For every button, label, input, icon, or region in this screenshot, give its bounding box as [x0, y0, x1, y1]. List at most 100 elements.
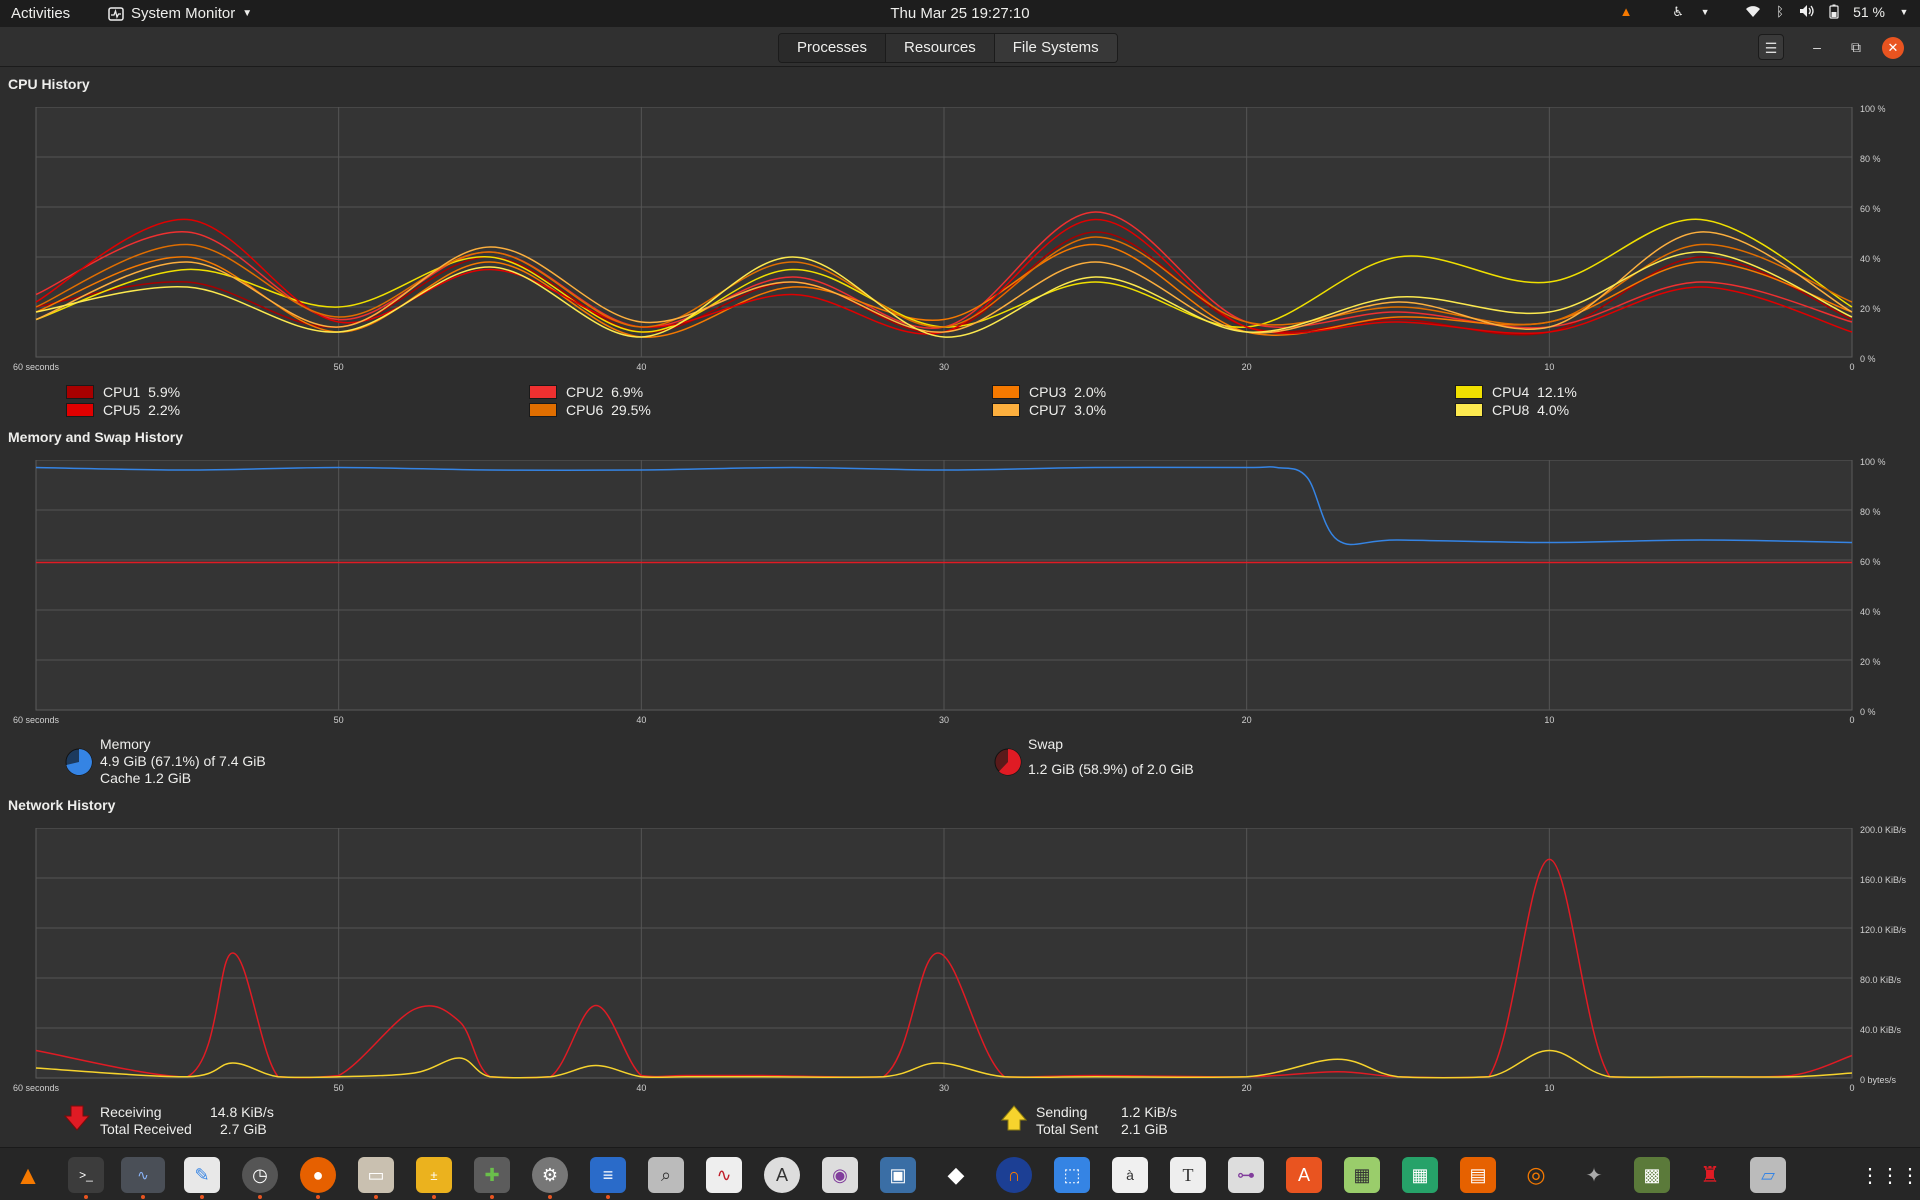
legend-cpu8[interactable]: CPU8 4.0% [1455, 402, 1569, 418]
chevron-down-icon[interactable]: ▼ [1700, 7, 1710, 17]
battery-percent: 51 % [1853, 4, 1885, 20]
cpu-series-cpu8 [35, 251, 1853, 338]
dock: ▲ >_ ∿ ✎ ◷ ● ▭ ± ✚ ⚙ ≡ ⌕ ∿ A ◉ ▣ ◆ ∩ ⬚ à… [0, 1147, 1920, 1200]
selection-icon: ⬚ [1063, 1164, 1081, 1185]
tweaks-launcher[interactable]: ⊶ [1228, 1157, 1264, 1193]
gimp-launcher[interactable]: ✦ [1576, 1157, 1612, 1193]
tab-file-systems[interactable]: File Systems [994, 34, 1117, 62]
pencil-icon: ✎ [194, 1164, 210, 1185]
cube-icon: ▣ [889, 1164, 907, 1185]
firefox-launcher[interactable]: ● [300, 1157, 336, 1199]
audio-launcher[interactable]: ∩ [996, 1157, 1032, 1193]
restore-icon[interactable]: ⧉ [1851, 39, 1861, 55]
webcam-launcher[interactable]: ◉ [822, 1157, 858, 1193]
hamburger-menu-icon[interactable]: ☰ [1758, 34, 1784, 60]
app-menu[interactable]: System Monitor ▼ [108, 5, 252, 22]
image-viewer-launcher[interactable]: ⌕ [648, 1157, 684, 1193]
cpu2-value: 6.9% [611, 384, 644, 400]
cpu8-color-swatch[interactable] [1455, 403, 1483, 417]
activities-button[interactable]: Activities [11, 5, 71, 22]
inkscape-launcher[interactable]: ◆ [938, 1157, 974, 1193]
spreadsheet-edit-launcher[interactable]: ▦ [1344, 1157, 1380, 1193]
swap-pie-icon[interactable] [993, 747, 1023, 777]
calculator-launcher[interactable]: ± [416, 1157, 452, 1199]
clocks-launcher[interactable]: ◷ [242, 1157, 278, 1199]
minimize-icon[interactable]: – [1813, 39, 1821, 55]
tab-processes[interactable]: Processes [779, 34, 887, 62]
system-tray[interactable]: ▲ ♿︎ ▼ ᛒ 51 % ▼ [1618, 4, 1912, 20]
files-launcher[interactable]: ▭ [358, 1157, 394, 1199]
system-monitor-icon: ∿ [137, 1166, 149, 1183]
memory-x-tick-label: 20 [1241, 715, 1252, 725]
stats-launcher[interactable]: ∿ [706, 1157, 742, 1193]
text-launcher[interactable]: T [1170, 1157, 1206, 1193]
mario-launcher[interactable]: ♜ [1692, 1157, 1728, 1193]
cpu5-color-swatch[interactable] [66, 403, 94, 417]
inkscape-icon: ◆ [947, 1162, 965, 1187]
total-sent-label: Total Sent [1036, 1121, 1099, 1137]
cpu7-value: 3.0% [1074, 402, 1107, 418]
vlc-tray-icon[interactable]: ▲ [1619, 4, 1633, 19]
tab-resources[interactable]: Resources [886, 34, 995, 62]
magnifier-icon: ⌕ [660, 1164, 672, 1185]
grass-block-icon: ▩ [1643, 1164, 1661, 1185]
vlc-launcher[interactable]: ▲ [10, 1157, 46, 1193]
legend-cpu1[interactable]: CPU1 5.9% [66, 384, 180, 400]
character-map-launcher[interactable]: à [1112, 1157, 1148, 1193]
virtualbox-launcher[interactable]: ▣ [880, 1157, 916, 1193]
text-editor-launcher[interactable]: ✎ [184, 1157, 220, 1199]
clock[interactable]: Thu Mar 25 19:27:10 [890, 5, 1030, 22]
cpu6-color-swatch[interactable] [529, 403, 557, 417]
cpu2-color-swatch[interactable] [529, 385, 557, 399]
settings-launcher[interactable]: ⚙ [532, 1157, 568, 1199]
cpu-x-tick-label: 10 [1544, 362, 1555, 372]
chevron-down-icon[interactable]: ▼ [1899, 7, 1909, 17]
cpu1-color-swatch[interactable] [66, 385, 94, 399]
memory-pie-icon[interactable] [64, 747, 94, 777]
sending-arrow-icon[interactable] [1001, 1105, 1027, 1131]
network-series-receiving [35, 858, 1853, 1079]
camera-icon: ◉ [832, 1164, 848, 1185]
wifi-icon [1745, 4, 1761, 20]
legend-cpu7[interactable]: CPU7 3.0% [992, 402, 1106, 418]
writer-launcher[interactable]: ≡ [590, 1157, 626, 1199]
blender-launcher[interactable]: ◎ [1518, 1157, 1554, 1193]
letter-t-icon: T [1182, 1164, 1194, 1185]
cpu-y-tick-label: 60 % [1860, 204, 1881, 214]
folder-icon: ▭ [367, 1164, 385, 1185]
network-x-tick-label: 0 [1849, 1083, 1855, 1093]
impress-launcher[interactable]: ▤ [1460, 1157, 1496, 1193]
app-store-launcher[interactable]: A [764, 1157, 800, 1193]
show-applications-button[interactable]: ⋮⋮⋮ [1860, 1157, 1920, 1193]
cpu-y-tick-label: 0 % [1860, 354, 1876, 364]
legend-cpu6[interactable]: CPU6 29.5% [529, 402, 651, 418]
cpu3-color-swatch[interactable] [992, 385, 1020, 399]
software-launcher[interactable]: A [1286, 1157, 1322, 1193]
cpu-plot [35, 107, 1853, 358]
cpu-y-tick-label: 100 % [1860, 104, 1886, 114]
total-received-value: 2.7 GiB [220, 1121, 267, 1137]
screenshot-launcher[interactable]: ⬚ [1054, 1157, 1090, 1193]
receiving-arrow-icon[interactable] [64, 1105, 90, 1131]
cpu7-color-swatch[interactable] [992, 403, 1020, 417]
cpu-x-tick-label: 40 [636, 362, 647, 372]
legend-cpu5[interactable]: CPU5 2.2% [66, 402, 180, 418]
cpu4-color-swatch[interactable] [1455, 385, 1483, 399]
calc-launcher[interactable]: ▦ [1402, 1157, 1438, 1193]
system-monitor-launcher[interactable]: ∿ [121, 1157, 165, 1199]
clock-icon: ◷ [252, 1164, 268, 1185]
bluetooth-icon: ᛒ [1776, 4, 1784, 19]
extensions-launcher[interactable]: ✚ [474, 1157, 510, 1199]
legend-cpu2[interactable]: CPU2 6.9% [529, 384, 643, 400]
terminal-launcher[interactable]: >_ [68, 1157, 104, 1199]
legend-cpu3[interactable]: CPU3 2.0% [992, 384, 1106, 400]
minecraft-launcher[interactable]: ▩ [1634, 1157, 1670, 1193]
gear-icon: ⚙ [541, 1164, 559, 1185]
scanner-launcher[interactable]: ▱ [1750, 1157, 1786, 1193]
legend-cpu4[interactable]: CPU4 12.1% [1455, 384, 1577, 400]
accessibility-icon[interactable]: ♿︎ [1672, 4, 1684, 19]
memory-x-tick-label: 40 [636, 715, 647, 725]
close-icon[interactable]: ✕ [1882, 37, 1904, 59]
memory-y-tick-label: 100 % [1860, 457, 1886, 467]
battery-icon [1826, 4, 1842, 20]
